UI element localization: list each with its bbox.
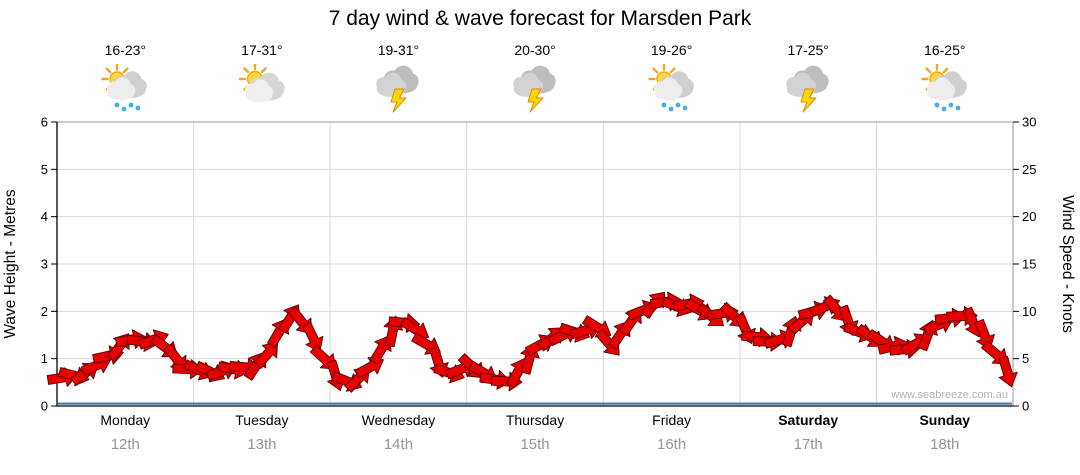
storm-icon bbox=[513, 65, 556, 113]
weather-icon-cell bbox=[467, 62, 604, 118]
weather-icon-cell bbox=[603, 62, 740, 118]
right-tick-label: 0 bbox=[1022, 399, 1029, 414]
date-label: 15th bbox=[520, 436, 550, 453]
day-label: Wednesday bbox=[361, 412, 436, 428]
date-label: 16th bbox=[657, 436, 687, 453]
left-tick-label: 3 bbox=[41, 257, 48, 272]
day-temp: 17-25° bbox=[787, 42, 829, 58]
day-temp: 19-26° bbox=[650, 42, 693, 58]
storm-icon bbox=[786, 65, 829, 113]
day-temp: 16-25° bbox=[924, 42, 966, 58]
date-label: 12th bbox=[110, 436, 140, 453]
day-label: Friday bbox=[652, 412, 692, 428]
sun-cloud-rain-icon bbox=[101, 64, 148, 112]
day-temp: 20-30° bbox=[514, 42, 556, 58]
date-label: 18th bbox=[930, 436, 960, 453]
right-tick-label: 5 bbox=[1022, 351, 1029, 366]
day-label: Monday bbox=[100, 412, 151, 428]
weather-icon-cell bbox=[194, 62, 331, 118]
right-tick-label: 20 bbox=[1022, 209, 1036, 224]
right-tick-label: 25 bbox=[1022, 162, 1036, 177]
right-axis-label: Wind Speed - Knots bbox=[1059, 195, 1076, 333]
day-temp: 19-31° bbox=[377, 42, 420, 58]
day-label: Saturday bbox=[778, 412, 839, 428]
weather-icon-cell bbox=[876, 62, 1013, 118]
left-tick-label: 2 bbox=[41, 304, 48, 319]
date-label: 14th bbox=[383, 436, 414, 453]
day-labels-row: Monday Tuesday Wednesday Thursday Friday Satu… bbox=[57, 412, 1013, 428]
right-tick-label: 15 bbox=[1022, 257, 1036, 272]
date-label: 17th bbox=[793, 436, 823, 453]
watermark: www.seabreeze.com.au bbox=[891, 389, 1008, 401]
wind-arrow bbox=[302, 321, 324, 353]
day-temp: 17-31° bbox=[241, 42, 283, 58]
right-tick-label: 10 bbox=[1022, 304, 1036, 319]
temps-row: 16-23° 17-31° 19-31° 20-30° 19-26° 17-25° 16-2… bbox=[57, 42, 1013, 58]
right-tick-label: 30 bbox=[1022, 115, 1036, 130]
left-tick-label: 0 bbox=[41, 399, 48, 414]
weather-icon-cell bbox=[57, 62, 194, 118]
wind-arrow bbox=[998, 355, 1018, 388]
day-label: Sunday bbox=[919, 412, 971, 428]
weather-icon-cell bbox=[740, 62, 877, 118]
weather-icon-cell bbox=[330, 62, 467, 118]
left-tick-label: 5 bbox=[41, 162, 48, 177]
sun-cloud-rain-icon bbox=[921, 64, 967, 112]
day-label: Thursday bbox=[505, 412, 565, 428]
chart-title: 7 day wind & wave forecast for Marsden P… bbox=[328, 7, 752, 30]
storm-icon bbox=[376, 65, 420, 113]
wind-arrow bbox=[253, 341, 279, 369]
day-temp: 16-23° bbox=[104, 42, 146, 58]
date-label: 13th bbox=[247, 436, 277, 453]
left-tick-label: 4 bbox=[41, 209, 48, 224]
left-tick-label: 6 bbox=[41, 115, 48, 130]
sun-cloud-rain-icon bbox=[647, 64, 694, 112]
left-axis-label: Wave Height - Metres bbox=[2, 189, 19, 339]
icons-row bbox=[57, 62, 1013, 118]
sun-cloud-icon bbox=[238, 64, 285, 103]
day-label: Tuesday bbox=[235, 412, 289, 428]
left-tick-label: 1 bbox=[41, 351, 48, 366]
date-labels-row: 12th 13th 14th 15th 16th 17th 18th bbox=[57, 436, 1013, 453]
